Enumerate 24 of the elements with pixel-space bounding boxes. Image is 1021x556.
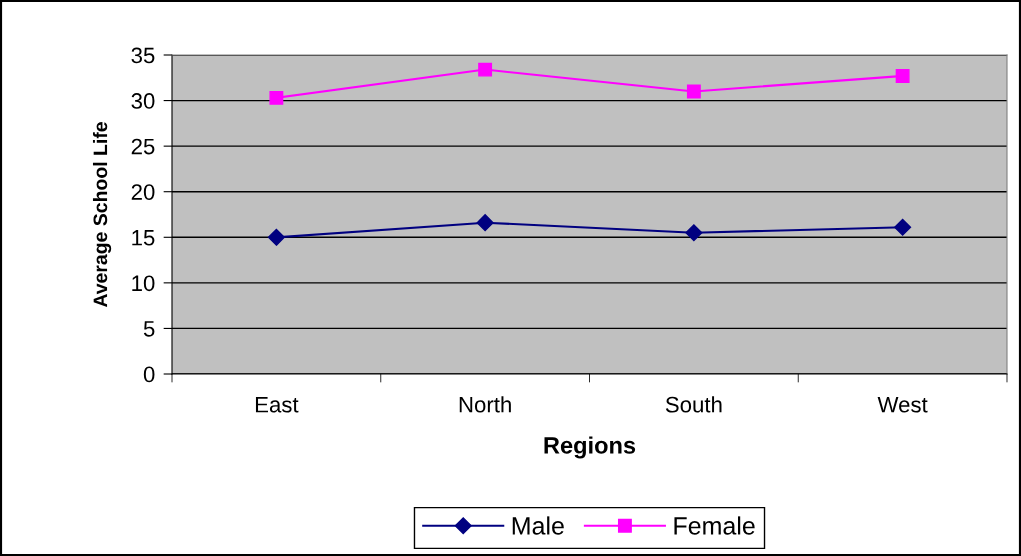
point (686, 84, 701, 99)
legend-label: Female (674, 516, 755, 535)
x-tick-label: East (255, 397, 299, 413)
y-tick-label: 15 (132, 230, 155, 246)
y-tick-label: 30 (131, 93, 155, 109)
y-tick-label: 25 (131, 138, 155, 155)
point (478, 62, 493, 77)
point (476, 214, 494, 232)
y-axis-title: Average School Life (92, 122, 112, 308)
y-tick-label: 5 (143, 321, 155, 337)
point (895, 69, 910, 83)
y-tick-label: 0 (143, 366, 155, 383)
x-tick-label: West (877, 397, 928, 413)
point (269, 90, 284, 105)
y-tick-label: 35 (131, 47, 155, 64)
point (894, 218, 912, 236)
point (685, 224, 703, 242)
x-axis-title: Regions (544, 436, 636, 459)
x-tick-label: South (665, 396, 722, 413)
point (267, 228, 285, 246)
x-tick-label: North (459, 396, 511, 413)
y-tick-label: 20 (131, 184, 155, 200)
y-tick-label: 10 (132, 275, 155, 292)
legend-label: Male (512, 516, 564, 535)
